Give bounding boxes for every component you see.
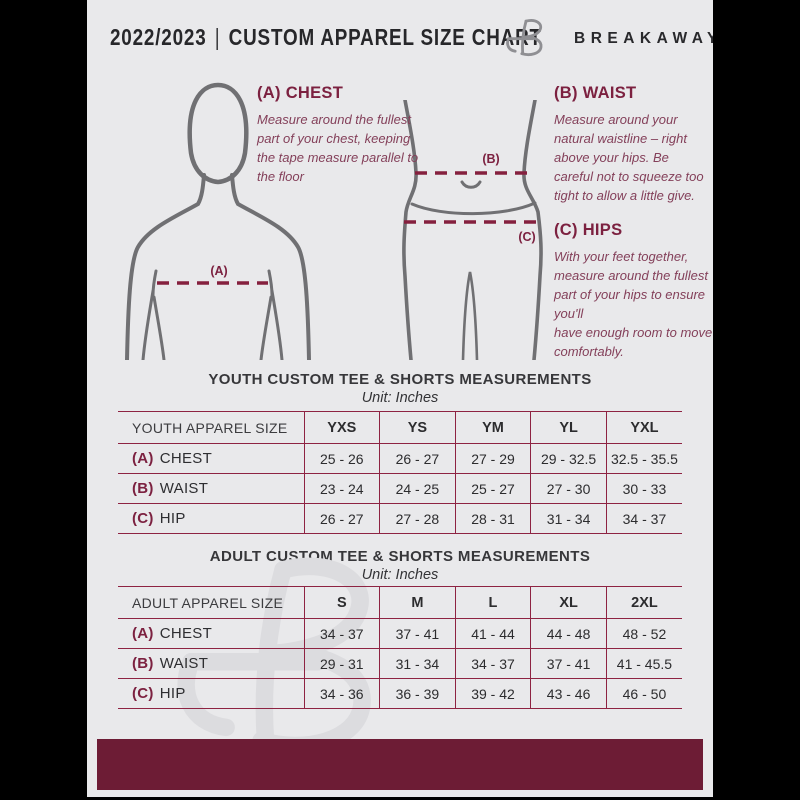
cell-value: 44 - 48 xyxy=(530,618,607,649)
youth-size-header: YXL xyxy=(605,411,682,444)
row-tag: (C) xyxy=(132,510,154,527)
cell-value: 32.5 - 35.5 xyxy=(605,443,682,474)
cell-value: 24 - 25 xyxy=(379,473,456,504)
adult-size-header: M xyxy=(379,586,456,619)
cell-value: 23 - 24 xyxy=(303,473,380,504)
row-name: WAIST xyxy=(159,655,209,672)
row-label: (B) WAIST xyxy=(118,473,304,504)
cell-value: 28 - 31 xyxy=(454,503,531,534)
row-name: CHEST xyxy=(159,625,213,642)
adult-hip-row: (C) HIP 34 - 36 36 - 39 39 - 42 43 - 46 4… xyxy=(118,678,682,709)
hips-guide-heading: (C) HIPS xyxy=(554,221,623,239)
cell-value: 43 - 46 xyxy=(530,678,607,709)
cell-value: 39 - 42 xyxy=(454,678,531,709)
adult-chest-row: (A) CHEST 34 - 37 37 - 41 41 - 44 44 - 48… xyxy=(118,618,682,649)
youth-header-row: YOUTH APPAREL SIZE YXS YS YM YL YXL xyxy=(118,411,682,444)
cell-value: 48 - 52 xyxy=(605,618,682,649)
cell-value: 27 - 30 xyxy=(530,473,607,504)
adult-size-header: S xyxy=(303,586,380,619)
adult-size-header: L xyxy=(454,586,531,619)
row-label: (C) HIP xyxy=(118,503,304,534)
youth-chest-row: (A) CHEST 25 - 26 26 - 27 27 - 29 29 - 32… xyxy=(118,443,682,474)
cell-value: 31 - 34 xyxy=(379,648,456,679)
cell-value: 29 - 31 xyxy=(303,648,380,679)
cell-value: 36 - 39 xyxy=(379,678,456,709)
cell-value: 27 - 28 xyxy=(379,503,456,534)
chest-guide: (A) CHEST Measure around the fullest par… xyxy=(257,84,425,186)
row-name: WAIST xyxy=(159,480,209,497)
youth-section-unit: Unit: Inches xyxy=(361,390,439,406)
footer-accent-bar xyxy=(97,739,703,790)
adult-waist-row: (B) WAIST 29 - 31 31 - 34 34 - 37 37 - 41… xyxy=(118,648,682,679)
row-tag: (B) xyxy=(132,480,154,497)
youth-section-title: YOUTH CUSTOM TEE & SHORTS MEASUREMENTS xyxy=(208,371,592,388)
row-name: HIP xyxy=(159,685,186,702)
row-name: CHEST xyxy=(159,450,213,467)
adult-size-header: 2XL xyxy=(605,586,682,619)
document-title: 2022/2023 | CUSTOM APPAREL SIZE CHART xyxy=(110,24,542,51)
waist-guide: (B) WAIST Measure around your natural wa… xyxy=(554,84,710,205)
youth-size-header: YS xyxy=(379,411,456,444)
brand-name: BREAKAWAY xyxy=(574,30,713,47)
waist-guide-heading: (B) WAIST xyxy=(554,84,637,102)
row-tag: (B) xyxy=(132,655,154,672)
youth-hip-row: (C) HIP 26 - 27 27 - 28 28 - 31 31 - 34 3… xyxy=(118,503,682,534)
page-title: CUSTOM APPAREL SIZE CHART xyxy=(228,24,542,50)
youth-waist-row: (B) WAIST 23 - 24 24 - 25 25 - 27 27 - 30… xyxy=(118,473,682,504)
row-label: (B) WAIST xyxy=(118,648,304,679)
cell-value: 27 - 29 xyxy=(454,443,531,474)
cell-value: 37 - 41 xyxy=(379,618,456,649)
cell-value: 34 - 37 xyxy=(454,648,531,679)
row-label: (A) CHEST xyxy=(118,618,304,649)
youth-size-header: YM xyxy=(454,411,531,444)
waist-hips-measure-figure: (B) (C) xyxy=(402,100,544,360)
cell-value: 34 - 36 xyxy=(303,678,380,709)
title-divider: | xyxy=(214,24,221,50)
cell-value: 41 - 45.5 xyxy=(605,648,682,679)
hips-guide: (C) HIPS With your feet together, measur… xyxy=(554,221,713,361)
cell-value: 37 - 41 xyxy=(530,648,607,679)
row-name: HIP xyxy=(159,510,186,527)
adult-section-unit: Unit: Inches xyxy=(361,567,439,583)
youth-corner-header: YOUTH APPAREL SIZE xyxy=(118,411,304,444)
adult-header-row: ADULT APPAREL SIZE S M L XL 2XL xyxy=(118,586,682,619)
cell-value: 25 - 26 xyxy=(303,443,380,474)
waist-guide-text: Measure around your natural waistline – … xyxy=(554,112,704,203)
youth-size-header: YL xyxy=(530,411,607,444)
cell-value: 34 - 37 xyxy=(303,618,380,649)
chest-marker-label: (A) xyxy=(210,264,227,278)
cell-value: 26 - 27 xyxy=(303,503,380,534)
youth-size-table: YOUTH APPAREL SIZE YXS YS YM YL YXL (A) C… xyxy=(118,411,682,534)
cell-value: 29 - 32.5 xyxy=(530,443,607,474)
chest-measure-figure: (A) xyxy=(125,82,311,360)
row-label: (C) HIP xyxy=(118,678,304,709)
hips-guide-text: With your feet together, measure around … xyxy=(554,249,713,359)
cell-value: 31 - 34 xyxy=(530,503,607,534)
season-label: 2022/2023 xyxy=(110,24,207,50)
youth-size-header: YXS xyxy=(303,411,380,444)
cell-value: 41 - 44 xyxy=(454,618,531,649)
chest-guide-text: Measure around the fullest part of your … xyxy=(257,112,419,184)
cell-value: 30 - 33 xyxy=(605,473,682,504)
cell-value: 26 - 27 xyxy=(379,443,456,474)
adult-size-table: ADULT APPAREL SIZE S M L XL 2XL (A) CHEST… xyxy=(118,586,682,709)
waist-marker-label: (B) xyxy=(482,152,499,166)
hips-marker-label: (C) xyxy=(518,230,535,244)
row-tag: (C) xyxy=(132,685,154,702)
adult-corner-header: ADULT APPAREL SIZE xyxy=(118,586,304,619)
row-label: (A) CHEST xyxy=(118,443,304,474)
row-tag: (A) xyxy=(132,625,154,642)
breakaway-logo-icon xyxy=(506,19,543,57)
size-chart-document: 2022/2023 | CUSTOM APPAREL SIZE CHART BREA… xyxy=(87,0,713,797)
row-tag: (A) xyxy=(132,450,154,467)
adult-size-header: XL xyxy=(530,586,607,619)
cell-value: 25 - 27 xyxy=(454,473,531,504)
cell-value: 34 - 37 xyxy=(605,503,682,534)
cell-value: 46 - 50 xyxy=(605,678,682,709)
chest-guide-heading: (A) CHEST xyxy=(257,84,344,102)
